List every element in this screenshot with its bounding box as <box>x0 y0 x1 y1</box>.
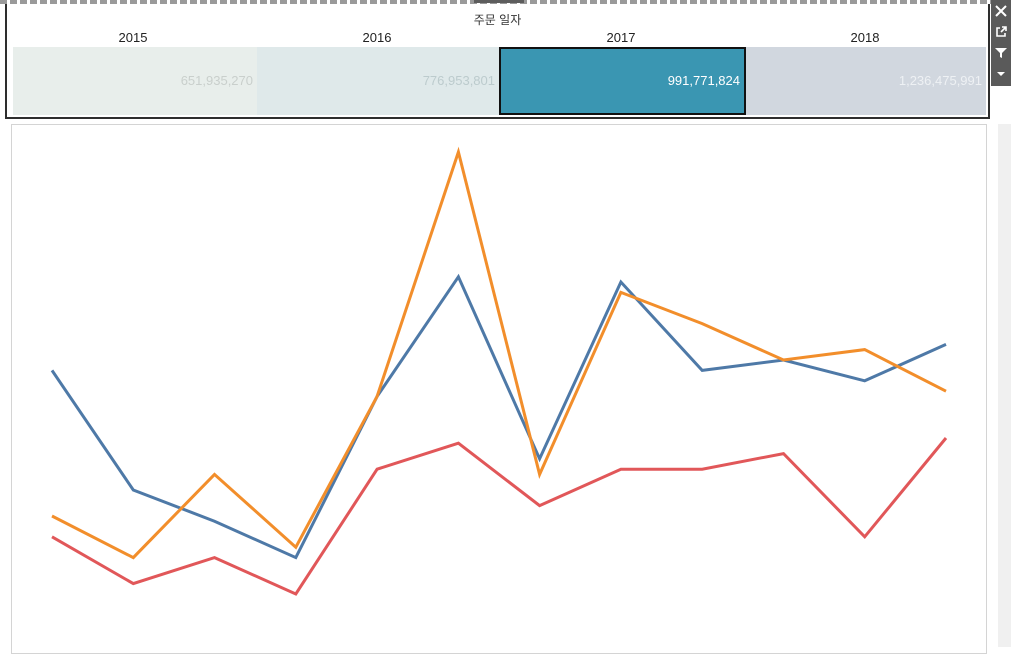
series-line-3[interactable] <box>51 437 948 596</box>
vertical-scrollbar[interactable] <box>998 124 1011 647</box>
year-header-2017: 2017 <box>606 30 636 45</box>
filter-icon[interactable] <box>991 42 1011 63</box>
dropdown-icon[interactable] <box>991 63 1011 84</box>
year-header-2016: 2016 <box>362 30 392 45</box>
panel-grip[interactable] <box>474 0 524 3</box>
year-cell-2016[interactable]: 776,953,801 <box>257 47 499 115</box>
series-line-2[interactable] <box>51 146 947 560</box>
close-icon[interactable] <box>991 0 1011 21</box>
panel-title: 주문 일자 <box>473 13 522 27</box>
toolbar <box>991 0 1011 86</box>
popout-icon[interactable] <box>991 21 1011 42</box>
year-cell-2018[interactable]: 1,236,475,991 <box>746 47 986 115</box>
year-header-2018: 2018 <box>850 30 880 45</box>
year-cell-2017[interactable]: 991,771,824 <box>499 47 746 115</box>
year-filter-panel: 주문 일자 2015 2016 2017 2018 651,935,270 77… <box>5 4 990 119</box>
year-cell-2015[interactable]: 651,935,270 <box>13 47 257 115</box>
year-header-2015: 2015 <box>118 30 148 45</box>
series-line-1[interactable] <box>50 273 947 560</box>
